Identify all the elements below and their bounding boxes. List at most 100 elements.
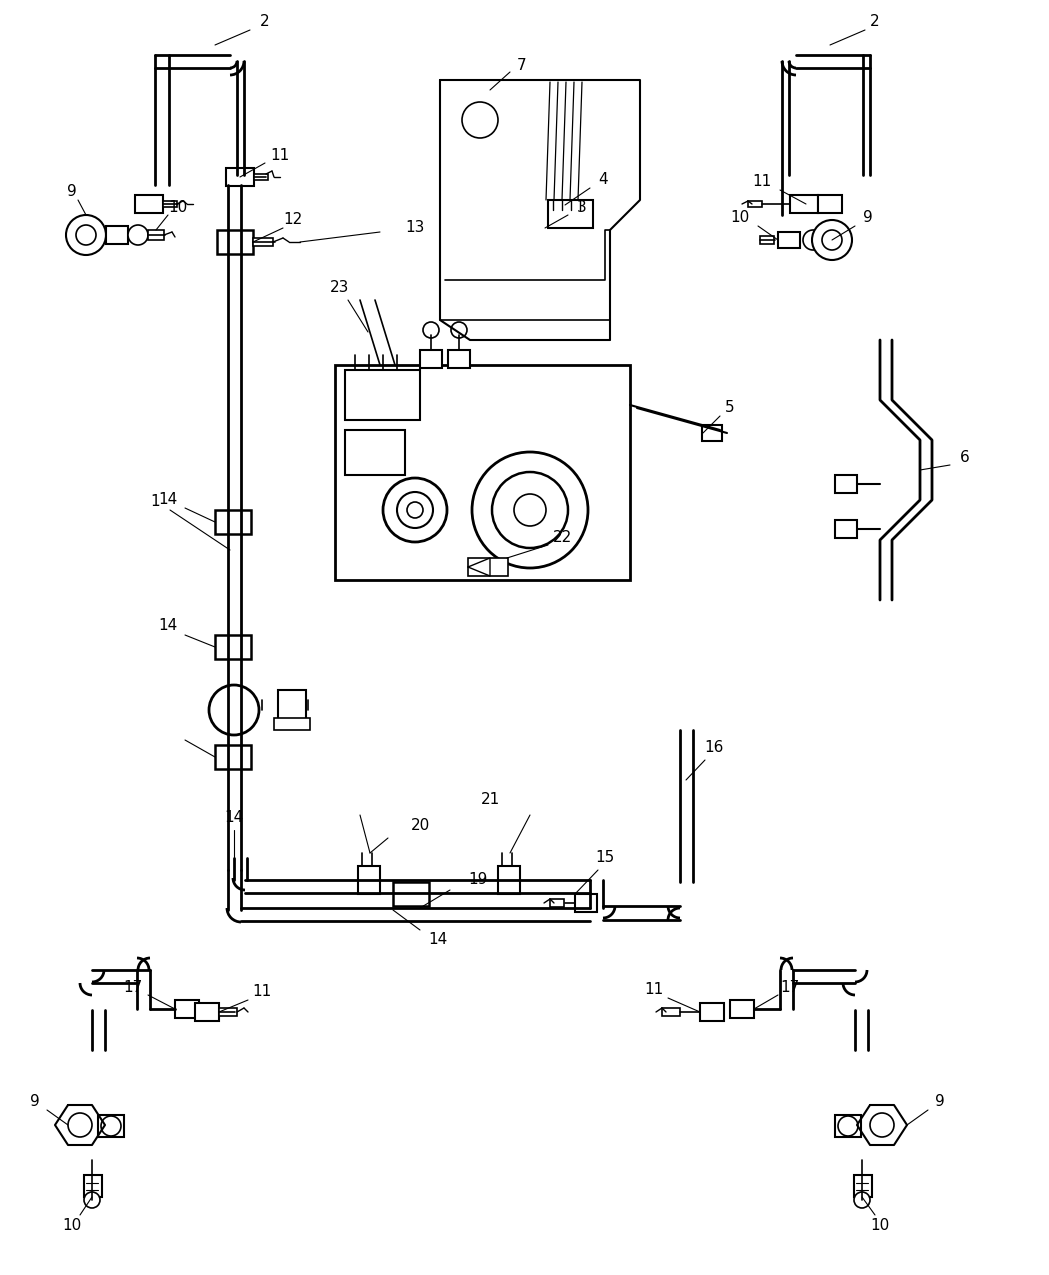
Bar xyxy=(662,1009,680,1016)
Circle shape xyxy=(209,685,259,734)
Bar xyxy=(854,1176,872,1197)
Text: 19: 19 xyxy=(468,872,488,887)
Circle shape xyxy=(802,230,823,250)
Bar xyxy=(135,195,163,213)
Text: 5: 5 xyxy=(725,400,734,416)
Text: 23: 23 xyxy=(330,280,349,296)
Text: 9: 9 xyxy=(30,1094,40,1109)
Bar xyxy=(195,1003,219,1021)
Text: 13: 13 xyxy=(405,221,425,236)
Text: 2: 2 xyxy=(260,14,270,29)
Text: 9: 9 xyxy=(935,1094,945,1109)
Text: 14: 14 xyxy=(158,492,177,507)
Circle shape xyxy=(462,102,498,138)
Text: 20: 20 xyxy=(410,817,430,833)
Text: 10: 10 xyxy=(169,200,188,215)
Bar xyxy=(730,1000,754,1017)
Text: 12: 12 xyxy=(283,213,302,227)
Bar xyxy=(448,351,470,368)
Bar xyxy=(278,690,306,725)
Text: 11: 11 xyxy=(271,148,290,162)
Bar xyxy=(835,1116,861,1137)
Circle shape xyxy=(423,323,438,338)
Bar xyxy=(217,230,253,254)
Text: 10: 10 xyxy=(871,1218,890,1233)
Bar xyxy=(700,1003,724,1021)
Circle shape xyxy=(838,1116,858,1136)
Text: 2: 2 xyxy=(871,14,880,29)
Bar xyxy=(759,236,774,244)
Circle shape xyxy=(84,1192,100,1207)
Text: 22: 22 xyxy=(553,529,572,544)
Text: 11: 11 xyxy=(752,175,772,190)
Bar xyxy=(219,1009,237,1016)
Text: 14: 14 xyxy=(158,617,177,632)
Bar xyxy=(575,894,597,912)
Bar xyxy=(106,226,128,244)
Text: 15: 15 xyxy=(596,850,615,866)
Circle shape xyxy=(66,215,106,255)
Bar xyxy=(163,201,177,207)
Text: 7: 7 xyxy=(517,57,527,73)
Text: 14: 14 xyxy=(224,811,243,825)
Text: 9: 9 xyxy=(67,185,77,199)
Bar xyxy=(393,882,429,907)
Bar xyxy=(84,1176,102,1197)
Circle shape xyxy=(407,502,423,518)
Bar xyxy=(175,1000,199,1017)
Circle shape xyxy=(492,472,568,548)
Circle shape xyxy=(76,224,97,245)
Text: 10: 10 xyxy=(730,210,750,226)
Text: 16: 16 xyxy=(704,741,724,756)
Bar xyxy=(215,745,251,769)
Text: 3: 3 xyxy=(577,199,586,214)
Bar xyxy=(498,866,520,894)
Bar xyxy=(835,520,857,538)
Bar xyxy=(550,899,564,907)
Circle shape xyxy=(128,224,148,245)
Bar xyxy=(226,168,254,186)
Circle shape xyxy=(472,453,588,567)
Circle shape xyxy=(397,492,433,528)
Circle shape xyxy=(870,1113,894,1137)
Bar xyxy=(148,230,164,240)
Bar xyxy=(468,558,508,576)
Text: 10: 10 xyxy=(62,1218,82,1233)
Text: 1: 1 xyxy=(150,495,159,510)
Text: 6: 6 xyxy=(960,450,970,465)
Circle shape xyxy=(822,230,842,250)
Bar xyxy=(818,195,842,213)
Bar xyxy=(254,173,267,180)
Circle shape xyxy=(854,1192,870,1207)
Bar xyxy=(358,866,380,894)
Bar xyxy=(253,238,273,246)
Bar xyxy=(335,365,630,580)
Text: 17: 17 xyxy=(780,979,799,995)
Text: 17: 17 xyxy=(124,979,143,995)
Circle shape xyxy=(451,323,467,338)
Bar xyxy=(274,718,311,731)
Bar xyxy=(778,232,800,249)
Bar xyxy=(748,201,762,207)
Bar xyxy=(420,351,442,368)
Text: 14: 14 xyxy=(428,932,448,947)
Bar xyxy=(835,476,857,493)
Bar xyxy=(215,510,251,534)
Bar xyxy=(790,195,818,213)
Text: 9: 9 xyxy=(863,210,873,226)
Circle shape xyxy=(101,1116,121,1136)
Text: 11: 11 xyxy=(644,983,664,997)
Circle shape xyxy=(383,478,447,542)
Text: 21: 21 xyxy=(480,793,499,807)
Circle shape xyxy=(812,221,852,260)
Bar xyxy=(345,370,420,419)
Circle shape xyxy=(68,1113,92,1137)
Bar xyxy=(215,635,251,659)
Bar xyxy=(345,430,405,476)
Text: 11: 11 xyxy=(253,984,272,1000)
Bar xyxy=(548,200,593,228)
Bar xyxy=(98,1116,124,1137)
Circle shape xyxy=(514,493,545,527)
Bar xyxy=(702,425,722,441)
Text: 4: 4 xyxy=(598,172,607,187)
